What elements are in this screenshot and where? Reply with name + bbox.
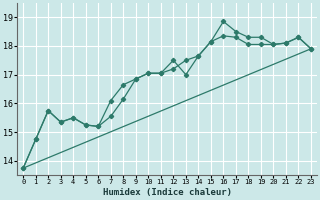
X-axis label: Humidex (Indice chaleur): Humidex (Indice chaleur)	[103, 188, 232, 197]
